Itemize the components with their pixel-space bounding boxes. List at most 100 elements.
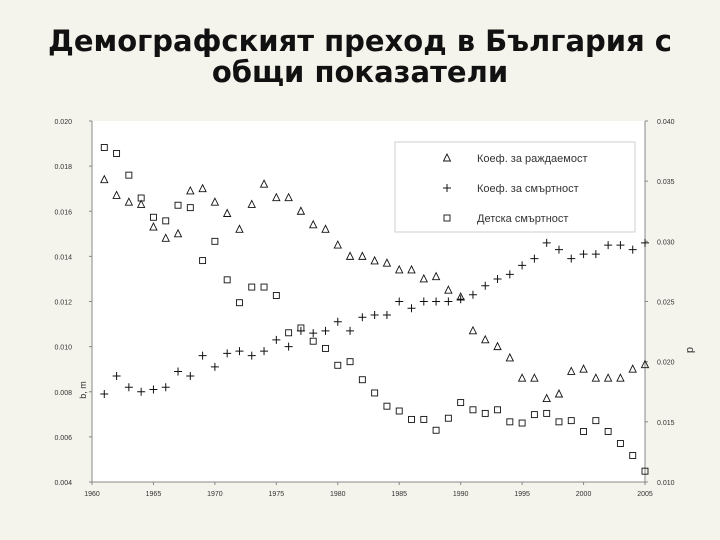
birth-rate-point: [628, 364, 637, 373]
birth-rate-point: [149, 222, 158, 231]
death-rate-point: [137, 387, 146, 396]
death-rate-point: [542, 238, 551, 247]
x-tick-label: 1970: [207, 491, 223, 498]
infant-mortality-point: [457, 399, 465, 407]
infant-mortality-point: [604, 428, 612, 435]
death-rate-point: [493, 274, 502, 283]
death-rate-point: [432, 297, 441, 306]
infant-mortality-point: [567, 417, 575, 425]
birth-rate-point: [222, 208, 232, 217]
y-left-tick-label: 0.018: [54, 164, 72, 171]
infant-mortality-point: [149, 213, 157, 221]
infant-mortality-point: [629, 452, 637, 459]
birth-rate-point: [296, 206, 306, 215]
legend-label: Коеф. за раждаемост: [477, 153, 588, 165]
infant-mortality-point: [346, 358, 354, 366]
birth-rate-point: [321, 224, 330, 233]
death-rate-point: [641, 238, 649, 247]
infant-mortality-point: [580, 428, 588, 435]
infant-mortality-point: [395, 407, 403, 415]
legend-label: Коеф. за смъртност: [477, 183, 579, 195]
y-left-tick-label: 0.014: [54, 254, 72, 261]
y-right-tick-label: 0.035: [657, 179, 675, 186]
birth-rate-point: [308, 219, 318, 229]
infant-mortality-point: [162, 217, 170, 225]
y-right-tick-label: 0.010: [657, 480, 675, 487]
death-rate-point: [616, 241, 625, 250]
birth-rate-point: [444, 285, 453, 294]
infant-mortality-point: [322, 344, 329, 352]
birth-rate-point: [382, 258, 392, 267]
legend-label: Детска смъртност: [477, 213, 568, 225]
birth-rate-point: [603, 373, 613, 382]
y-right-tick-label: 0.040: [657, 119, 675, 126]
infant-mortality-point: [530, 411, 538, 419]
infant-mortality-point: [420, 415, 428, 423]
birth-rate-point: [640, 359, 650, 369]
birth-rate-point: [284, 192, 293, 202]
y-left-tick-label: 0.006: [54, 435, 72, 442]
birth-rate-point: [530, 373, 539, 382]
death-rate-point: [604, 241, 613, 250]
birth-rate-point: [186, 185, 195, 195]
y-right-axis-label: d: [684, 347, 696, 353]
birth-rate-point: [542, 393, 551, 402]
y-right-tick-label: 0.015: [657, 420, 675, 427]
infant-mortality-point: [641, 467, 649, 475]
birth-rate-point: [198, 183, 207, 193]
y-left-tick-label: 0.010: [54, 345, 72, 352]
legend-birth-rate-marker: [442, 152, 452, 162]
death-rate-point: [333, 317, 342, 326]
birth-rate-point: [407, 264, 416, 274]
death-rate-point: [444, 297, 453, 306]
y-left-axis-label: b, m: [78, 381, 88, 399]
death-rate-point: [530, 254, 539, 263]
birth-rate-point: [247, 199, 256, 208]
death-rate-point: [579, 250, 588, 259]
infant-mortality-point: [494, 406, 501, 414]
birth-rate-point: [112, 190, 121, 199]
infant-mortality-point: [518, 419, 526, 427]
x-tick-label: 1965: [146, 491, 162, 498]
infant-mortality-point: [616, 440, 624, 447]
birth-rate-point: [517, 373, 527, 382]
y-left-tick-label: 0.008: [54, 390, 72, 397]
death-rate-point: [407, 304, 416, 313]
x-tick-label: 2005: [637, 491, 653, 498]
y-right-tick-label: 0.020: [657, 360, 675, 367]
birth-rate-point: [136, 199, 146, 208]
death-rate-point: [247, 351, 256, 360]
infant-mortality-point: [113, 150, 121, 157]
slide-title: Демографският преход в България с общи п…: [0, 26, 720, 88]
birth-rate-point: [431, 271, 441, 281]
death-rate-point: [321, 326, 330, 335]
x-tick-label: 1960: [84, 491, 100, 498]
death-rate-point: [468, 290, 477, 299]
legend-infant-mortality-marker: [443, 214, 451, 222]
infant-mortality-point: [100, 144, 108, 151]
slide-title-line-1: Демографският преход в България с: [48, 24, 672, 58]
infant-mortality-point: [506, 418, 514, 426]
birth-rate-point: [124, 197, 134, 206]
birth-rate-point: [579, 364, 588, 373]
infant-mortality-point: [592, 417, 600, 425]
birth-rate-point: [173, 228, 183, 238]
infant-mortality-point: [432, 426, 440, 434]
infant-mortality-point: [248, 283, 256, 291]
birth-rate-point: [493, 341, 502, 351]
death-rate-point: [370, 311, 379, 320]
birth-rate-point: [272, 192, 281, 202]
death-rate-point: [518, 261, 527, 270]
x-tick-label: 1980: [330, 491, 346, 498]
birth-rate-point: [333, 240, 343, 249]
death-rate-point: [112, 371, 121, 380]
birth-rate-point: [616, 373, 625, 382]
birth-rate-point: [235, 224, 244, 233]
death-rate-point: [284, 342, 293, 351]
death-rate-point: [210, 362, 219, 371]
death-rate-point: [124, 383, 133, 392]
death-rate-point: [419, 297, 428, 306]
x-tick-label: 1990: [453, 491, 469, 498]
death-rate-point: [100, 390, 109, 399]
